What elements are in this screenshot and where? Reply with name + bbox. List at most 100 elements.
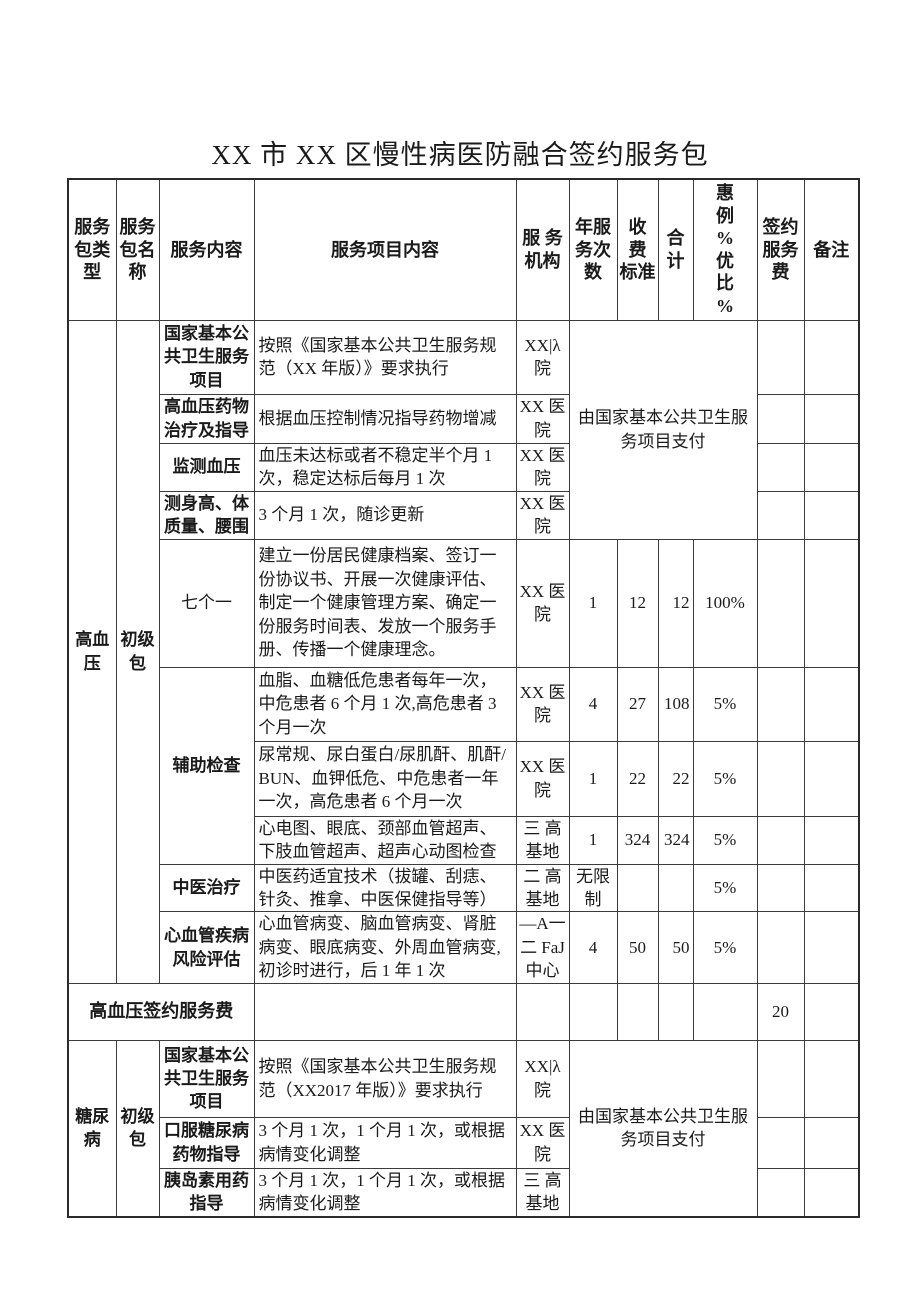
header-pkg-name: 服务 包名 称 bbox=[115, 178, 160, 321]
times-cell bbox=[568, 982, 618, 1041]
service-content-cell: 胰岛素用药 指导 bbox=[158, 1167, 255, 1218]
service-content-cell: 辅助检查 bbox=[158, 666, 255, 865]
pkg-name-cell: 初级 包 bbox=[115, 319, 160, 984]
total-cell bbox=[657, 982, 694, 1041]
remark-cell bbox=[803, 666, 860, 742]
org-cell: XX 医 院 bbox=[515, 666, 570, 742]
table-row: 监测血压 血压未达标或者不稳定半个月 1 次，稳定达标后每月 1 次 XX 医 … bbox=[68, 442, 860, 492]
sign-fee-cell bbox=[756, 666, 805, 742]
paid-note-cell: 由国家基本公共卫生服务项目支付 bbox=[568, 319, 758, 540]
pkg-name-cell: 初级 包 bbox=[115, 1039, 160, 1218]
total-cell: 12 bbox=[657, 538, 694, 668]
discount-cell: 100% bbox=[692, 538, 758, 668]
discount-cell bbox=[692, 982, 758, 1041]
fee-cell bbox=[616, 863, 659, 913]
org-cell: 三 高 基地 bbox=[515, 1167, 570, 1218]
table-row: 中医治疗 中医药适宜技术（拔罐、刮痣、针灸、推拿、中医保健指导等） 二 高 基地… bbox=[68, 863, 860, 913]
table-row: 心电图、眼底、颈部血管超声、下肢血管超声、超声心动图检查 三 高 基地 1 32… bbox=[68, 815, 860, 865]
table-row: 糖尿 病 初级 包 国家基本公 共卫生服务 项目 按照《国家基本公共卫生服务规范… bbox=[67, 1039, 860, 1218]
header-fee-standard: 收 费 标准 bbox=[616, 178, 659, 321]
table-row: 胰岛素用药 指导 3 个月 1 次，1 个月 1 次，或根据病情变化调整 三 高… bbox=[68, 1167, 860, 1218]
remark-cell bbox=[803, 740, 860, 817]
times-cell: 1 bbox=[568, 740, 618, 817]
org-cell: 三 高 基地 bbox=[515, 815, 570, 865]
fee-cell bbox=[616, 982, 659, 1041]
service-project-cell: 按照《国家基本公共卫生服务规范（XX2017 年版）》要求执行 bbox=[253, 1039, 517, 1118]
total-cell: 108 bbox=[657, 666, 694, 742]
org-cell: XX 医 院 bbox=[515, 538, 570, 668]
discount-cell: 5% bbox=[692, 911, 758, 984]
service-project-cell: 根据血压控制情况指导药物增减 bbox=[253, 393, 517, 444]
sign-fee-cell bbox=[756, 863, 805, 913]
table-row: 测身高、体 质量、腰围 3 个月 1 次，随诊更新 XX 医 院 bbox=[68, 490, 860, 540]
times-cell: 4 bbox=[568, 911, 618, 984]
total-cell: 324 bbox=[657, 815, 694, 865]
remark-cell bbox=[803, 1167, 860, 1218]
service-content-cell: 国家基本公 共卫生服务 项目 bbox=[158, 1039, 255, 1118]
service-project-cell: 建立一份居民健康档案、签订一份协议书、开展一次健康评估、制定一个健康管理方案、确… bbox=[253, 538, 517, 668]
service-project-cell: 3 个月 1 次，随诊更新 bbox=[253, 490, 517, 540]
sign-fee-cell bbox=[756, 815, 805, 865]
pkg-type-cell: 糖尿 病 bbox=[67, 1039, 117, 1218]
sign-fee-cell bbox=[756, 740, 805, 817]
service-project-cell: 3 个月 1 次，1 个月 1 次，或根据病情变化调整 bbox=[253, 1167, 517, 1218]
service-content-cell: 心血管疾病 风险评估 bbox=[158, 911, 255, 984]
service-project-cell: 血压未达标或者不稳定半个月 1 次，稳定达标后每月 1 次 bbox=[253, 442, 517, 492]
org-cell bbox=[515, 982, 570, 1041]
service-content-cell: 中医治疗 bbox=[158, 863, 255, 913]
org-cell: —A一 二 FaJ 中心 bbox=[515, 911, 570, 984]
org-cell: XX 医 院 bbox=[515, 1116, 570, 1169]
remark-cell bbox=[803, 863, 860, 913]
sign-fee-cell bbox=[756, 1116, 805, 1169]
fee-row-label-cell: 高血压签约服务费 bbox=[67, 982, 255, 1041]
org-cell: XX 医 院 bbox=[515, 393, 570, 444]
sign-fee-cell: 20 bbox=[756, 982, 805, 1041]
service-content-cell: 国家基本公 共卫生服务 项目 bbox=[158, 319, 255, 395]
service-project-cell: 心血管病变、脑血管病变、肾脏病变、眼底病变、外周血管病变,初诊时进行，后 1 年… bbox=[253, 911, 517, 984]
remark-cell bbox=[803, 911, 860, 984]
header-row: 服务 包类 型 服务 包名 称 服务内容 服务项目内容 服 务 机构 年服 务次… bbox=[67, 178, 860, 321]
remark-cell bbox=[803, 319, 860, 395]
sign-fee-cell bbox=[756, 1167, 805, 1218]
org-cell: XX 医 院 bbox=[515, 442, 570, 492]
service-project-cell: 按照《国家基本公共卫生服务规范（XX 年版）》要求执行 bbox=[253, 319, 517, 395]
times-cell: 1 bbox=[568, 815, 618, 865]
header-service-content: 服务内容 bbox=[158, 178, 255, 321]
org-cell: XX|λ 院 bbox=[515, 319, 570, 395]
service-content-cell: 七个一 bbox=[158, 538, 255, 668]
document-title: XX 市 XX 区慢性病医防融合签约服务包 bbox=[211, 140, 709, 170]
header-pkg-type: 服务 包类 型 bbox=[67, 178, 117, 321]
sign-fee-cell bbox=[756, 490, 805, 540]
fee-cell: 27 bbox=[616, 666, 659, 742]
service-package-table: 服务 包类 型 服务 包名 称 服务内容 服务项目内容 服 务 机构 年服 务次… bbox=[67, 178, 860, 1218]
org-cell: XX 医 院 bbox=[515, 740, 570, 817]
service-package-table-wrap: 服务 包类 型 服务 包名 称 服务内容 服务项目内容 服 务 机构 年服 务次… bbox=[67, 178, 860, 1218]
fee-cell: 324 bbox=[616, 815, 659, 865]
total-cell: 22 bbox=[657, 740, 694, 817]
header-sign-fee: 签约 服务 费 bbox=[756, 178, 805, 321]
service-project-cell: 3 个月 1 次，1 个月 1 次，或根据病情变化调整 bbox=[253, 1116, 517, 1169]
table-row: 高血 压 初级 包 国家基本公 共卫生服务 项目 按照《国家基本公共卫生服务规范… bbox=[67, 319, 860, 984]
service-project-cell: 血脂、血糖低危患者每年一次，中危患者 6 个月 1 次,高危患者 3 个月一次 bbox=[253, 666, 517, 742]
times-cell: 1 bbox=[568, 538, 618, 668]
sign-fee-cell bbox=[756, 442, 805, 492]
header-org: 服 务 机构 bbox=[515, 178, 570, 321]
service-project-cell: 心电图、眼底、颈部血管超声、下肢血管超声、超声心动图检查 bbox=[253, 815, 517, 865]
header-total: 合 计 bbox=[657, 178, 694, 321]
remark-cell bbox=[803, 442, 860, 492]
fee-cell: 22 bbox=[616, 740, 659, 817]
table-row: 七个一 建立一份居民健康档案、签订一份协议书、开展一次健康评估、制定一个健康管理… bbox=[68, 538, 860, 668]
discount-cell: 5% bbox=[692, 815, 758, 865]
org-cell: XX 医 院 bbox=[515, 490, 570, 540]
service-project-cell: 中医药适宜技术（拔罐、刮痣、针灸、推拿、中医保健指导等） bbox=[253, 863, 517, 913]
remark-cell bbox=[803, 538, 860, 668]
fee-summary-row: 高血压签约服务费 20 bbox=[67, 982, 860, 1041]
times-cell: 无限 制 bbox=[568, 863, 618, 913]
fee-cell: 50 bbox=[616, 911, 659, 984]
header-remark: 备注 bbox=[803, 178, 860, 321]
sign-fee-cell bbox=[756, 911, 805, 984]
table-row: 辅助检查 血脂、血糖低危患者每年一次，中危患者 6 个月 1 次,高危患者 3 … bbox=[68, 666, 860, 865]
header-discount: 惠 例 % 优 比 % bbox=[692, 178, 758, 321]
table-row: 心血管疾病 风险评估 心血管病变、脑血管病变、肾脏病变、眼底病变、外周血管病变,… bbox=[68, 911, 860, 984]
